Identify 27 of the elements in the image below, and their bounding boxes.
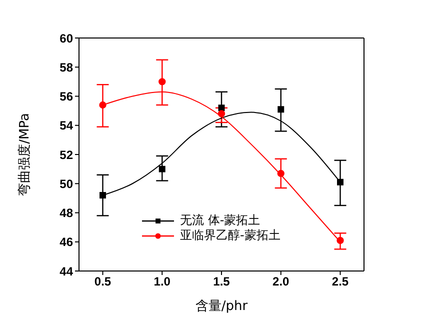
y-tick-label: 48 xyxy=(60,206,74,220)
point xyxy=(158,166,166,172)
point xyxy=(336,236,344,244)
y-tick-label: 46 xyxy=(60,235,74,250)
y-tick-label: 60 xyxy=(60,31,74,46)
point xyxy=(100,192,106,199)
legend-label: 亚临界乙醇-蒙拓土 xyxy=(180,228,280,243)
y-tick-label: 52 xyxy=(60,148,74,162)
point xyxy=(278,106,284,113)
y-tick-label: 50 xyxy=(60,176,74,191)
y-tick-label: 58 xyxy=(60,60,74,74)
x-tick-label: 1.0 xyxy=(154,274,171,289)
y-tick-label: 56 xyxy=(60,90,74,104)
x-axis-title: 含量/phr xyxy=(195,299,248,314)
point xyxy=(277,170,284,178)
point xyxy=(99,101,106,109)
y-tick-label: 54 xyxy=(60,118,74,133)
x-tick-label: 1.5 xyxy=(213,274,230,289)
point xyxy=(218,110,226,118)
legend-label: 无流 体-蒙拓土 xyxy=(180,213,260,228)
x-tick-label: 0.5 xyxy=(94,274,112,289)
point xyxy=(158,78,166,86)
x-tick-label: 2.0 xyxy=(272,274,290,289)
x-tick-label: 2.5 xyxy=(332,274,349,289)
point xyxy=(337,178,344,186)
y-axis-title: 弯曲强度/MPa xyxy=(16,113,33,196)
y-tick-label: 44 xyxy=(60,264,74,278)
